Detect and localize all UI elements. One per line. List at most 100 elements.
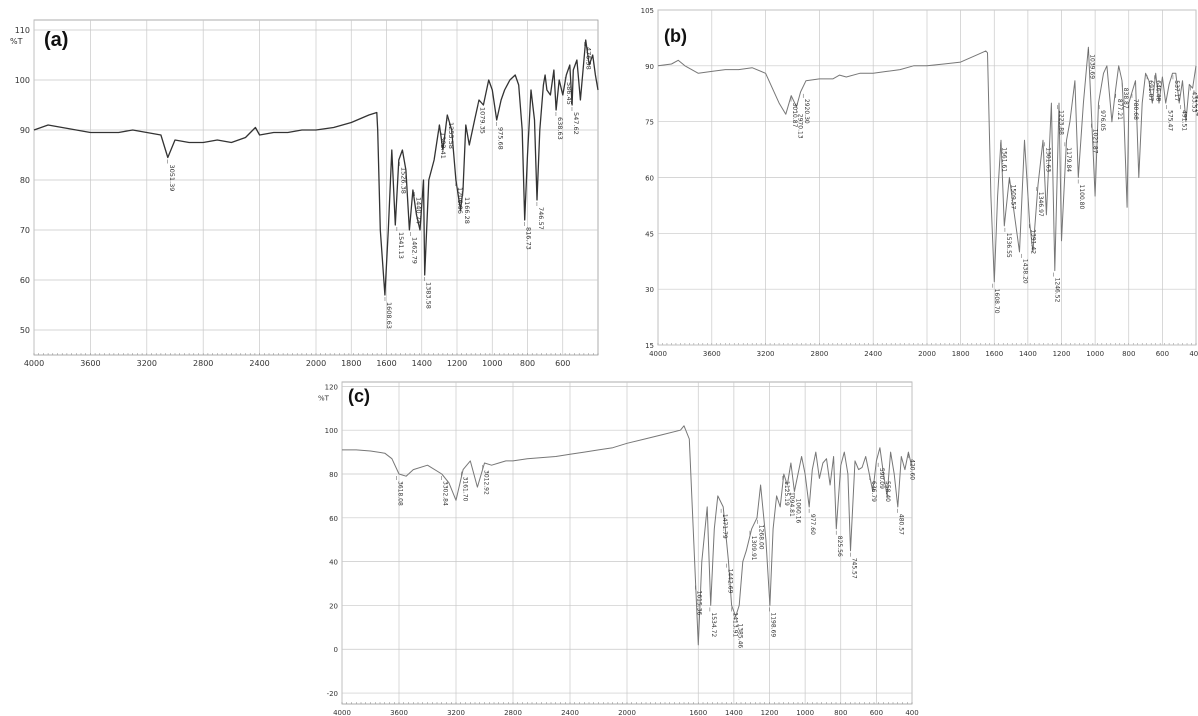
panel-a-x-tick-label: 800: [520, 359, 535, 368]
panel-c-peak-label: 977.60: [809, 514, 816, 535]
panel-b-peak-label: 491.51: [1181, 110, 1188, 131]
panel-a-x-tick-label: 3200: [137, 359, 157, 368]
panel-c-y-tick-label: 100: [325, 427, 338, 435]
panel-c-spectrum-line: [342, 425, 913, 646]
panel-c-x-tick-label: 1600: [689, 709, 707, 716]
panel-b-peak-label: 2920.30: [803, 99, 810, 124]
panel-b-x-tick-label: 1800: [952, 350, 970, 358]
panel-a-peak-label: 586.45: [565, 82, 573, 105]
panel-a-x-tick-label: 1600: [376, 359, 396, 368]
panel-a-peak-label: 975.68: [497, 127, 505, 150]
panel-c-peak-label: 3012.92: [483, 470, 490, 495]
panel-b-y-tick-label: 90: [645, 63, 654, 71]
panel-a-peak-label: 1462.79: [411, 237, 419, 264]
panel-c-x-tick-label: 600: [870, 709, 883, 716]
panel-b-peak-label: 1391.42: [1029, 229, 1036, 254]
panel-a-peak-label: 547.62: [572, 112, 580, 135]
panel-c-peak-label: 1615.36: [696, 591, 703, 616]
panel-a-peak-label: 476.58: [585, 47, 593, 70]
panel-c-peak-label: 636.79: [870, 481, 877, 502]
panel-a-peak-label: 1255.58: [447, 122, 455, 149]
panel-b-x-tick-label: 1200: [1053, 350, 1071, 358]
panel-c-x-tick-label: 400: [905, 709, 918, 716]
panel-a-peak-label: 1526.38: [400, 167, 408, 194]
panel-b-peak-label: 691.07: [1147, 80, 1154, 101]
panel-b-x-tick-label: 3200: [757, 350, 775, 358]
panel-a-x-tick-label: 1200: [447, 359, 467, 368]
ir-spectrum-b-svg: 4000 3600 3200 2800 2400 2000 1800 1600 1400 1200…: [641, 7, 1198, 358]
panel-b-peak-label: 877.21: [1116, 99, 1123, 120]
panel-b-peak-label: 575.47: [1167, 110, 1174, 131]
panel-a-spectrum-line: [33, 39, 599, 296]
panel-b-x-tick-label: 2400: [864, 350, 882, 358]
panel-c-peak-label: 1471.79: [721, 514, 728, 539]
panel-b-y-tick-label: 30: [645, 286, 654, 294]
panel-c-x-tick-label: 2400: [561, 709, 579, 716]
panel-c-peak-label: 3161.70: [462, 477, 469, 502]
panel-a-y-tick-label: 90: [20, 126, 30, 135]
panel-c-peak-label: 745.57: [850, 558, 857, 579]
panel-c-x-tick-label: 2000: [618, 709, 636, 716]
panel-c-peak-label: 480.57: [898, 514, 905, 535]
panel-b-y-tick-label: 15: [645, 342, 654, 350]
panel-b-x-tick-label: 4000: [649, 350, 667, 358]
panel-b-peak-label: 646.48: [1155, 80, 1162, 101]
panel-b-x-tick-label: 3600: [703, 350, 721, 358]
panel-c-label: (c): [348, 386, 370, 406]
panel-c-y-tick-label: -20: [327, 690, 338, 698]
panel-a-y-tick-label: 80: [20, 176, 30, 185]
panel-b-peak-label: 1509.57: [1010, 185, 1017, 210]
panel-c-peak-label: 1309.91: [750, 536, 757, 561]
panel-a-peak-label: 746.57: [537, 207, 545, 230]
panel-b-peak-label: 1608.70: [993, 289, 1000, 314]
panel-c-peak-label: 420.60: [908, 459, 915, 480]
panel-c-x-tick-label: 3600: [390, 709, 408, 716]
panel-b-peak-label: 412.14: [1194, 95, 1198, 116]
panel-a-x-tick-label: 3600: [80, 359, 100, 368]
panel-b-peak-label: 1301.63: [1044, 147, 1051, 172]
panel-b-y-tick-label: 105: [641, 7, 654, 15]
panel-b-y-tick-label: 75: [645, 119, 654, 127]
panel-a-y-tick-label: 50: [20, 326, 30, 335]
panel-c-x-tick-label: 2800: [504, 709, 522, 716]
panel-b-x-tick-label: 2800: [810, 350, 828, 358]
panel-c-y-tick-label: 120: [325, 383, 338, 391]
panel-b-peak-label: 2970.13: [797, 114, 804, 139]
panel-a-y-tick-label: 70: [20, 226, 30, 235]
panel-b-peak-label: 433.53: [1190, 91, 1197, 112]
panel-b-peak-label: 976.05: [1099, 110, 1106, 131]
panel-a-x-tick-label: 1800: [341, 359, 361, 368]
panel-a-peak-label: 1440.24: [415, 197, 423, 224]
panel-a-peak-label: 1079.35: [478, 107, 486, 134]
ir-spectrum-panel-a: 4000 3600 3200 2800 2400 2000 1800 1600 1400 1200…: [0, 0, 600, 372]
panel-a-x-tick-label: 2000: [306, 359, 326, 368]
panel-b-peak-label: 1021.87: [1091, 129, 1098, 154]
panel-c-peak-label: 590.09: [878, 468, 885, 489]
panel-b-x-tick-label: 600: [1156, 350, 1169, 358]
panel-b-x-tick-label: 1600: [985, 350, 1003, 358]
panel-a-y-tick-label: 110: [15, 26, 30, 35]
panel-c-y-tick-label: 80: [329, 471, 338, 479]
ir-spectrum-panel-b: 4000 3600 3200 2800 2400 2000 1800 1600 1400 1200…: [632, 0, 1198, 372]
panel-a-x-tick-label: 2400: [249, 359, 269, 368]
panel-a-x-tick-label: 2800: [193, 359, 213, 368]
panel-b-peak-label: 1561.61: [1001, 147, 1008, 172]
panel-a-y-tick-label: 60: [20, 276, 30, 285]
panel-a-x-tick-label: 4000: [24, 359, 44, 368]
panel-c-peak-label: 825.56: [836, 536, 843, 557]
panel-b-x-tick-label: 800: [1122, 350, 1135, 358]
panel-a-peak-label: 3051.39: [168, 165, 176, 192]
panel-b-y-tick-label: 45: [645, 230, 654, 238]
panel-b-x-tick-label: 400: [1189, 350, 1198, 358]
panel-a-peak-label: 816.73: [525, 227, 533, 250]
panel-b-peak-label: 838.87: [1122, 88, 1129, 109]
panel-b-y-tick-label: 60: [645, 175, 654, 183]
panel-c-y-tick-label: 0: [334, 646, 338, 654]
panel-c-peak-label: 1125.19: [783, 481, 790, 506]
panel-c-peak-label: 1385.46: [737, 623, 744, 648]
panel-b-peak-label: 1246.52: [1054, 278, 1061, 303]
panel-b-peak-label: 3010.87: [791, 103, 798, 128]
panel-b-peak-label: 1039.69: [1089, 54, 1096, 79]
panel-a-peak-label: 1206.96: [456, 187, 464, 214]
panel-c-peak-label: 3618.08: [396, 481, 403, 506]
